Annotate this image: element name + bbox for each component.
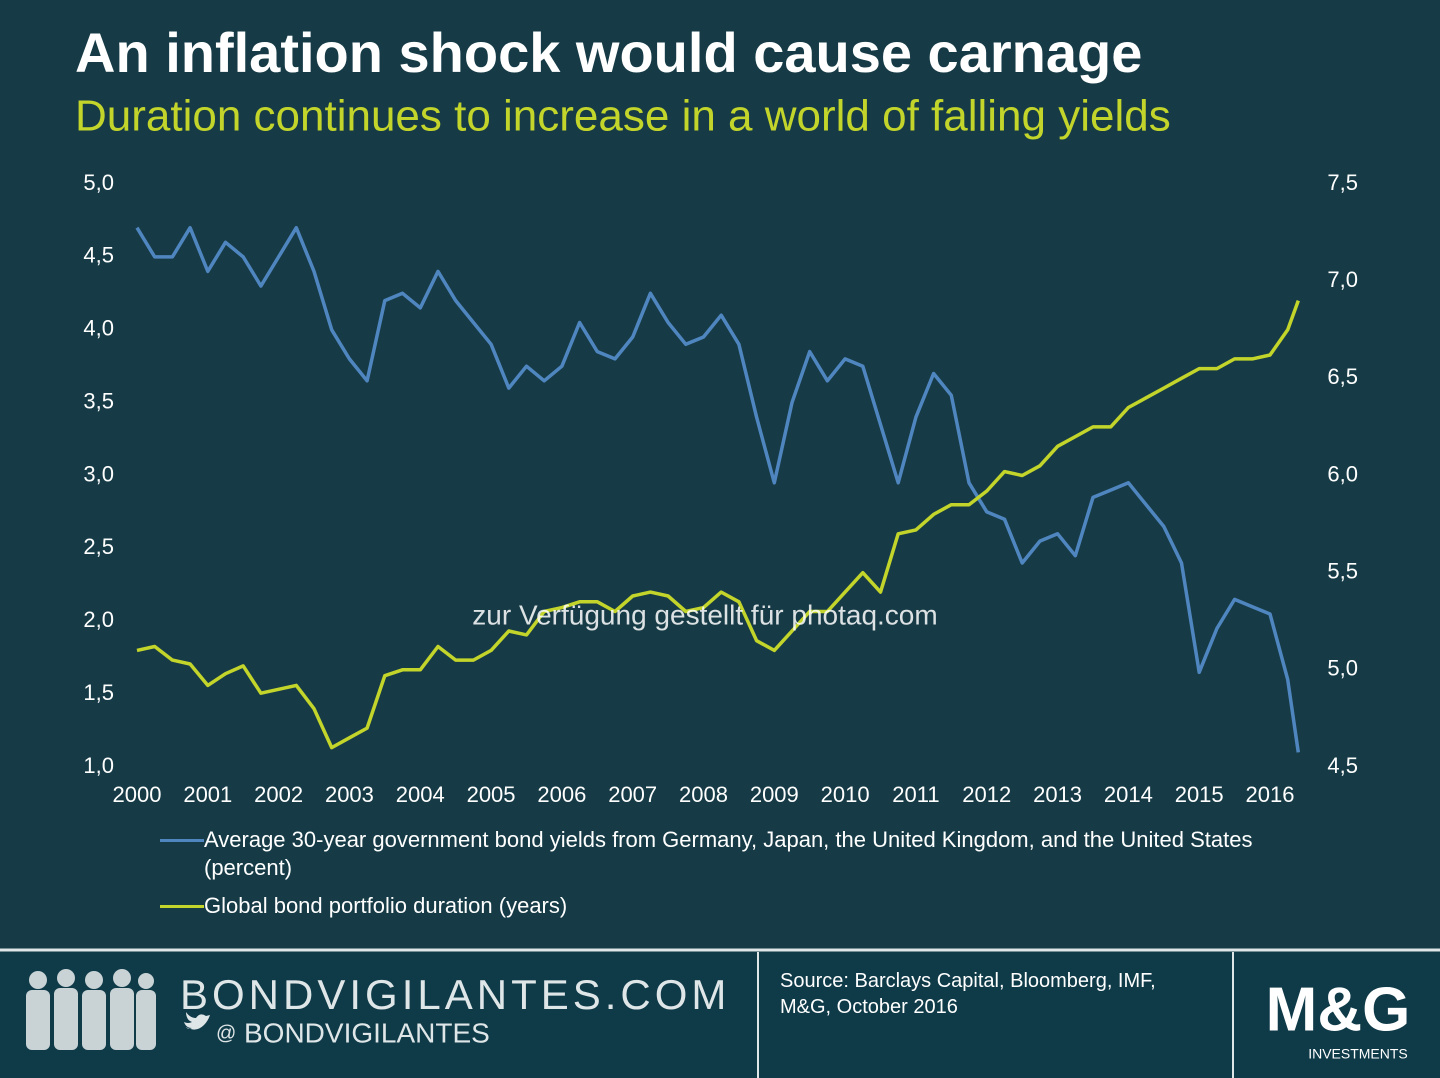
y2-tick-label: 7,5 [1327,170,1358,195]
logo-sub: INVESTMENTS [1308,1046,1408,1062]
x-tick-label: 2016 [1246,782,1295,807]
x-tick-label: 2009 [750,782,799,807]
x-tick-label: 2004 [396,782,445,807]
twitter-icon [184,1012,210,1030]
y2-tick-label: 5,0 [1327,656,1358,681]
y2-tick-label: 6,0 [1327,461,1358,486]
y-tick-label: 5,0 [83,170,114,195]
x-tick-label: 2010 [821,782,870,807]
legend-label: Average 30-year government bond yields f… [204,827,1253,880]
x-tick-label: 2002 [254,782,303,807]
legend-item: Global bond portfolio duration (years) [160,892,1300,920]
y2-tick-label: 6,5 [1327,364,1358,389]
chart-subtitle: Duration continues to increase in a worl… [75,92,1171,141]
x-tick-label: 2014 [1104,782,1153,807]
x-tick-label: 2015 [1175,782,1224,807]
footer-band [0,948,1440,1078]
x-tick-label: 2011 [892,782,939,807]
x-tick-label: 2007 [608,782,657,807]
plot: 1,0 1,5 2,0 2,5 3,0 3,5 4,0 4,5 5,0 4,5 5,0 5,5 6,0 6… [83,170,1358,807]
x-tick-label: 2003 [325,782,374,807]
y-tick-label: 1,5 [83,680,114,705]
legend-swatch [160,839,204,842]
x-tick-label: 2001 [183,782,232,807]
y-tick-label: 1,0 [83,753,114,778]
y2-tick-label: 7,0 [1327,267,1358,292]
x-tick-label: 2005 [467,782,516,807]
y-tick-label: 4,0 [83,316,114,341]
people-icon [26,969,156,1050]
at-sign: @ [216,1022,236,1044]
y-tick-label: 3,0 [83,461,114,486]
x-tick-label: 2012 [962,782,1011,807]
legend-swatch [160,905,204,908]
background [0,0,1440,948]
series-line [136,300,1300,750]
y-tick-label: 2,0 [83,607,114,632]
y2-tick-label: 4,5 [1327,753,1358,778]
site-name: BONDVIGILANTES.COM [180,971,730,1018]
source: Source: Barclays Capital, Bloomberg, IMF… [780,970,1156,1018]
x-tick-label: 2013 [1033,782,1082,807]
logo: M&G [1266,975,1411,1044]
x-tick-label: 2000 [113,782,162,807]
y2-tick-label: 5,5 [1327,558,1358,583]
y-tick-label: 4,5 [83,243,114,268]
x-tick-label: 2008 [679,782,728,807]
chart-title: An inflation shock would cause carnage [75,21,1142,84]
y-tick-label: 2,5 [83,534,114,559]
handle: BONDVIGILANTES [244,1017,490,1048]
legend-label: Global bond portfolio duration (years) [204,893,568,918]
series-line [135,225,1301,753]
legend-item: Average 30-year government bond yields f… [160,826,1300,882]
x-tick-label: 2006 [537,782,586,807]
y-tick-label: 3,5 [83,388,114,413]
watermark: zur Verfügung gestellt für photaq.com [472,599,937,630]
